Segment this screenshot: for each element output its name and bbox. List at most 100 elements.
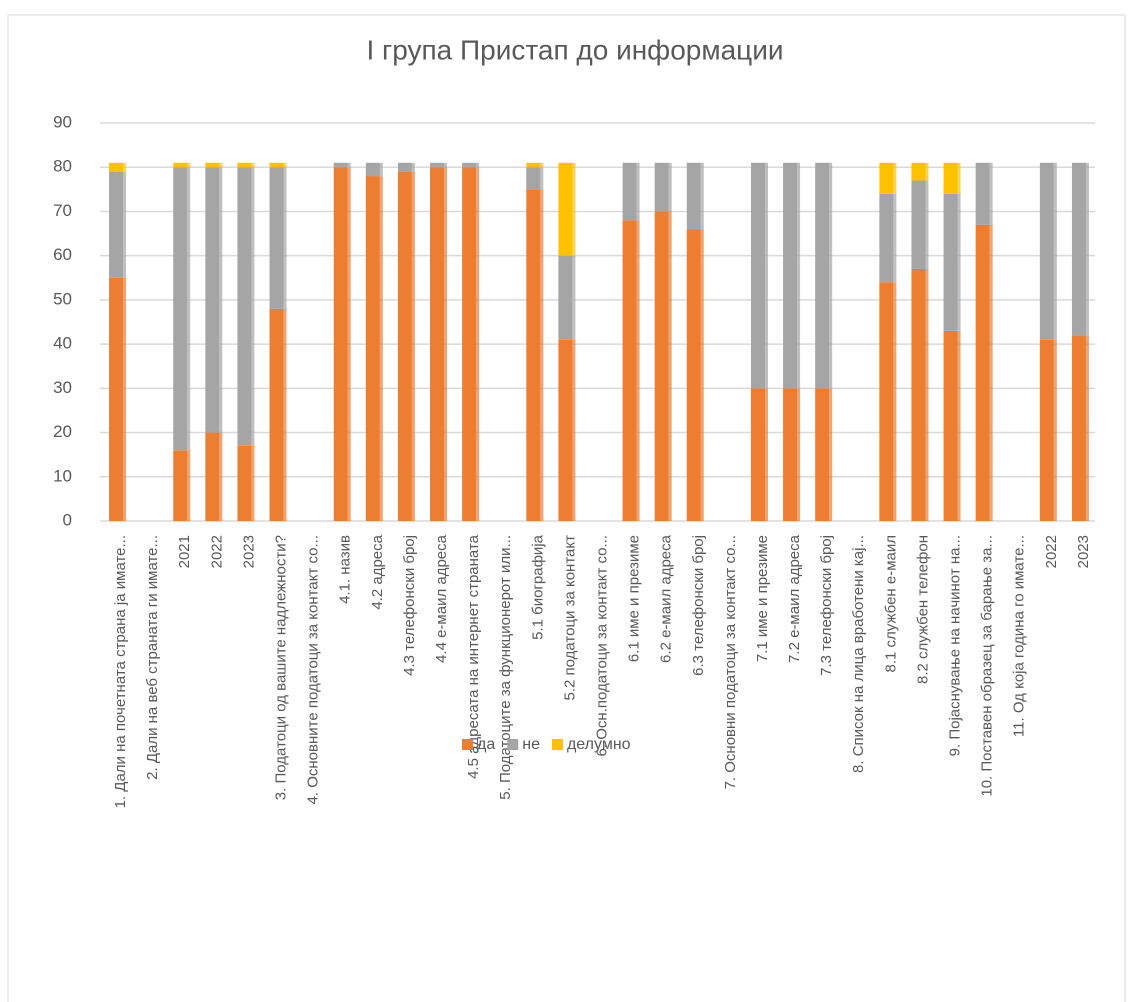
y-tick-label: 50	[53, 289, 72, 308]
x-tick-label: 2023	[1075, 535, 1092, 568]
bar-side	[251, 445, 255, 521]
x-tick-label: 7. Основни податоци за контакт со...	[722, 535, 739, 789]
bar-segment	[462, 167, 477, 521]
bar-segment	[558, 339, 573, 521]
bar-side	[411, 171, 415, 521]
bar-side	[379, 176, 383, 522]
bar-side	[572, 162, 576, 256]
x-tick-label: 7.3 телефонски број	[818, 535, 835, 676]
legend-swatch	[507, 739, 519, 750]
bar-segment	[943, 162, 958, 194]
bar-segment	[783, 162, 798, 389]
x-tick-label: 3. Податоци од вашите надлежности?	[273, 535, 290, 800]
x-tick-label: 5.1 биографија	[529, 534, 546, 640]
legend-label: делумно	[567, 736, 631, 753]
bar-side	[379, 162, 383, 177]
x-tick-label: 2021	[176, 535, 193, 568]
bar-segment	[526, 189, 541, 522]
bar-segment	[462, 162, 477, 168]
bar-side	[957, 193, 961, 331]
bar-side	[283, 308, 287, 521]
bar-side	[476, 162, 480, 168]
x-tick-label: 6.2 е-маил адреса	[658, 534, 675, 663]
bar-segment	[911, 180, 926, 269]
bar-segment	[397, 171, 412, 521]
x-tick-label: 10. Поставен образец за барање за...	[979, 535, 996, 797]
x-tick-label: 4.4 е-маил адреса	[433, 534, 450, 663]
bar-segment	[750, 162, 765, 389]
bar-side	[925, 180, 929, 269]
bar-segment	[911, 162, 926, 181]
bar-side	[283, 167, 287, 309]
bar-side	[764, 162, 768, 389]
x-tick-label: 4.3 телефонски број	[401, 535, 418, 676]
x-tick-label: 8.2 службен телефон	[914, 535, 931, 684]
bar-side	[572, 255, 576, 340]
x-tick-label: 8.1 службен е-маил	[882, 535, 899, 672]
bar-side	[411, 162, 415, 172]
bar-segment	[1071, 162, 1086, 336]
y-tick-label: 10	[53, 466, 72, 485]
bar-side	[283, 162, 287, 168]
bar-side	[925, 162, 929, 181]
bar-side	[219, 162, 223, 168]
bar-segment	[1071, 335, 1086, 521]
legend-label: да	[477, 736, 495, 753]
bar-side	[572, 339, 576, 521]
bar-segment	[622, 220, 637, 522]
bar-side	[123, 277, 127, 521]
x-tick-label: 4.1. назив	[337, 535, 354, 604]
bar-segment	[109, 162, 124, 172]
x-tick-label: 5. Податоците за функционерот или...	[497, 535, 514, 800]
bar-segment	[205, 162, 220, 168]
bar-side	[187, 167, 191, 451]
bar-side	[347, 167, 351, 521]
bar-segment	[526, 167, 541, 190]
bar-segment	[205, 432, 220, 521]
x-tick-label: 11. Од која година го имате...	[1011, 535, 1028, 737]
bar-segment	[943, 330, 958, 521]
bar-segment	[750, 388, 765, 521]
bar-segment	[237, 445, 252, 521]
y-tick-label: 20	[53, 422, 72, 441]
bar-segment	[237, 162, 252, 168]
bar-segment	[879, 162, 894, 194]
bar-side	[1085, 335, 1089, 521]
bar-segment	[430, 162, 445, 168]
x-tick-label: 6.1 име и презиме	[626, 535, 643, 662]
bar-segment	[911, 268, 926, 521]
bar-side	[219, 167, 223, 433]
bar-side	[251, 167, 255, 446]
bar-segment	[430, 167, 445, 521]
bar-side	[1053, 162, 1057, 340]
bar-segment	[269, 162, 284, 168]
bar-side	[636, 220, 640, 522]
bar-side	[540, 189, 544, 522]
bar-side	[123, 162, 127, 172]
bar-side	[957, 162, 961, 194]
bar-side	[893, 282, 897, 521]
bar-segment	[622, 162, 637, 221]
bar-segment	[815, 388, 830, 521]
bar-segment	[943, 193, 958, 331]
x-tick-label: 8. Список на лица вработени кај...	[850, 535, 867, 773]
bar-side	[829, 388, 833, 521]
x-tick-label: 6.3 телефонски број	[690, 535, 707, 676]
y-tick-label: 80	[53, 157, 72, 176]
bar-side	[476, 167, 480, 521]
bar-segment	[365, 176, 380, 522]
y-tick-label: 90	[53, 112, 72, 131]
bar-segment	[783, 388, 798, 521]
bar-segment	[205, 167, 220, 433]
x-tick-label: 7.2 е-маил адреса	[786, 534, 803, 663]
bar-segment	[686, 229, 701, 521]
bar-segment	[269, 308, 284, 521]
bar-side	[700, 162, 704, 230]
bar-segment	[815, 162, 830, 389]
bar-segment	[879, 282, 894, 521]
x-tick-label: 4.5 адресата на интернет страната	[465, 534, 482, 779]
bar-side	[797, 388, 801, 521]
bar-side	[1085, 162, 1089, 336]
bar-segment	[269, 167, 284, 309]
